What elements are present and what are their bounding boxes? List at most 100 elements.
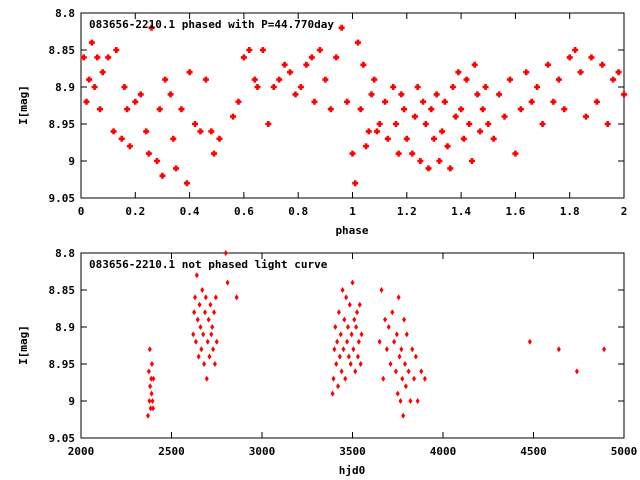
data-point xyxy=(555,76,562,83)
y-tick-label: 8.85 xyxy=(49,284,76,297)
data-point xyxy=(355,309,360,316)
data-point xyxy=(368,91,375,98)
tick-labels: 0 0.2 0.4 0.6 0.8 1 1.2 1.4 1.6 1.8 2 8.8 8.85 8.9 8.9… xyxy=(49,7,628,218)
y-tick-label: 8.95 xyxy=(49,358,76,371)
data-point xyxy=(281,61,288,68)
data-point xyxy=(208,301,213,308)
data-point xyxy=(354,39,361,46)
data-point xyxy=(355,353,360,360)
data-point xyxy=(99,69,106,76)
y-tick-label: 8.85 xyxy=(49,44,76,57)
data-point xyxy=(205,338,210,345)
data-point xyxy=(105,54,112,61)
data-point xyxy=(439,128,446,135)
data-point xyxy=(149,390,154,397)
axis-ticks xyxy=(80,252,625,439)
data-point xyxy=(490,135,497,142)
data-point xyxy=(599,61,606,68)
data-point xyxy=(145,412,150,419)
x-tick-label: 3000 xyxy=(249,445,276,458)
y-tick-label: 8.8 xyxy=(55,247,75,260)
data-point xyxy=(223,250,228,256)
unphased-plot: 2000 2500 3000 3500 4000 4500 5000 8.8 8.85 8.9 8.… xyxy=(17,247,637,477)
data-point xyxy=(159,172,166,179)
data-point xyxy=(322,76,329,83)
data-point xyxy=(170,135,177,142)
data-point xyxy=(474,91,481,98)
data-point xyxy=(415,398,420,404)
data-point xyxy=(308,54,315,61)
y-tick-label: 9 xyxy=(68,155,75,168)
data-point xyxy=(276,76,283,83)
data-point xyxy=(88,39,95,46)
data-point xyxy=(403,135,410,142)
data-point xyxy=(561,106,568,113)
x-axis-label: hjd0 xyxy=(339,464,366,477)
data-point xyxy=(251,76,258,83)
data-point xyxy=(337,353,342,360)
data-point xyxy=(506,76,513,83)
data-point xyxy=(593,98,600,105)
data-point xyxy=(235,98,242,105)
data-point xyxy=(240,54,247,61)
data-point xyxy=(270,84,277,90)
data-point xyxy=(392,338,397,345)
data-point xyxy=(360,61,367,68)
data-point xyxy=(534,84,541,90)
data-point xyxy=(412,375,417,382)
data-point xyxy=(350,279,355,286)
y-tick-label: 8.8 xyxy=(55,7,75,20)
data-point xyxy=(265,121,272,127)
x-tick-label: 5000 xyxy=(611,445,638,458)
data-point xyxy=(216,135,223,142)
data-point xyxy=(477,128,484,135)
data-point xyxy=(195,316,200,323)
data-point xyxy=(447,165,454,172)
data-point xyxy=(402,361,407,367)
data-point xyxy=(393,368,398,375)
data-point xyxy=(357,106,364,113)
x-tick-label: 4000 xyxy=(430,445,457,458)
data-point xyxy=(345,338,350,345)
data-point xyxy=(197,301,202,308)
data-point xyxy=(433,91,440,98)
x-tick-label: 2500 xyxy=(158,445,185,458)
data-point xyxy=(94,54,101,61)
data-point xyxy=(348,361,353,367)
data-point xyxy=(148,383,153,390)
data-point xyxy=(341,346,346,353)
data-point xyxy=(346,353,351,360)
x-tick-label: 2000 xyxy=(68,445,95,458)
data-point xyxy=(376,121,383,127)
data-point xyxy=(297,84,304,90)
data-point xyxy=(336,383,341,390)
data-point xyxy=(147,346,152,353)
data-point xyxy=(466,121,473,127)
data-point xyxy=(154,158,161,164)
x-axis-label: phase xyxy=(335,224,368,237)
data-point xyxy=(192,121,199,127)
data-point xyxy=(422,375,427,382)
data-point xyxy=(604,121,611,127)
data-point xyxy=(523,69,530,76)
data-point xyxy=(398,91,405,98)
data-point xyxy=(384,346,389,353)
data-point xyxy=(455,69,462,76)
data-point xyxy=(352,316,357,323)
data-point xyxy=(124,106,131,113)
data-point xyxy=(556,346,561,353)
data-point xyxy=(610,76,617,83)
data-point xyxy=(390,84,397,90)
x-tick-label: 3500 xyxy=(339,445,366,458)
data-point xyxy=(336,309,341,316)
data-point xyxy=(539,121,546,127)
data-point xyxy=(91,84,98,90)
data-point xyxy=(213,294,218,301)
data-point xyxy=(83,98,90,105)
data-point xyxy=(517,106,524,113)
data-point xyxy=(384,135,391,142)
data-point xyxy=(425,165,432,172)
data-point xyxy=(143,128,150,135)
data-point xyxy=(572,47,579,53)
